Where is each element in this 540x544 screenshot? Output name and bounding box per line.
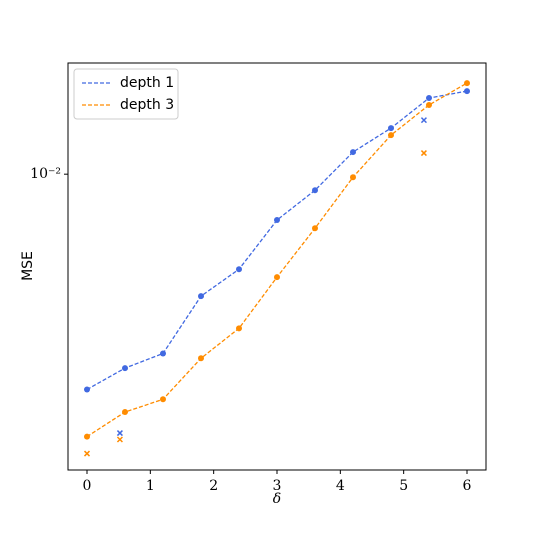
point bbox=[84, 386, 90, 393]
x-tick-label: 6 bbox=[463, 478, 472, 494]
x-marker bbox=[83, 450, 91, 457]
x-tick-label: 4 bbox=[336, 478, 345, 494]
legend-label: depth 1 bbox=[120, 75, 174, 91]
x-tick-label: 3 bbox=[273, 478, 282, 494]
x-tick-label: 0 bbox=[83, 478, 92, 494]
point bbox=[160, 350, 166, 357]
point bbox=[312, 225, 318, 232]
point bbox=[388, 132, 394, 139]
point bbox=[312, 187, 318, 194]
series-line bbox=[86, 82, 468, 438]
point bbox=[236, 266, 242, 273]
x-marker bbox=[116, 436, 123, 443]
point bbox=[274, 217, 280, 224]
point bbox=[160, 396, 166, 403]
point bbox=[236, 325, 242, 332]
point bbox=[122, 365, 128, 372]
point bbox=[198, 355, 204, 362]
plot-frame bbox=[67, 62, 487, 471]
point bbox=[464, 88, 470, 95]
point bbox=[464, 80, 470, 87]
x-marker bbox=[420, 150, 427, 157]
legend-box bbox=[73, 68, 179, 120]
point bbox=[198, 293, 204, 300]
x-axis-label: δ bbox=[273, 491, 281, 507]
x-marker bbox=[420, 117, 427, 124]
x-marker bbox=[116, 430, 123, 437]
series-line bbox=[86, 90, 468, 391]
point bbox=[84, 433, 90, 440]
legend-label: depth 3 bbox=[120, 97, 174, 113]
x-tick-label: 2 bbox=[209, 478, 218, 494]
point bbox=[274, 274, 280, 281]
point bbox=[350, 149, 356, 156]
point bbox=[426, 95, 432, 102]
point bbox=[388, 125, 394, 132]
x-tick-label: 5 bbox=[399, 478, 408, 494]
y-tick-label: 10⁻² bbox=[30, 166, 61, 182]
y-axis-label: MSE bbox=[20, 251, 36, 281]
point bbox=[122, 409, 128, 416]
point bbox=[426, 101, 432, 108]
point bbox=[350, 174, 356, 181]
x-tick-label: 1 bbox=[146, 478, 155, 494]
